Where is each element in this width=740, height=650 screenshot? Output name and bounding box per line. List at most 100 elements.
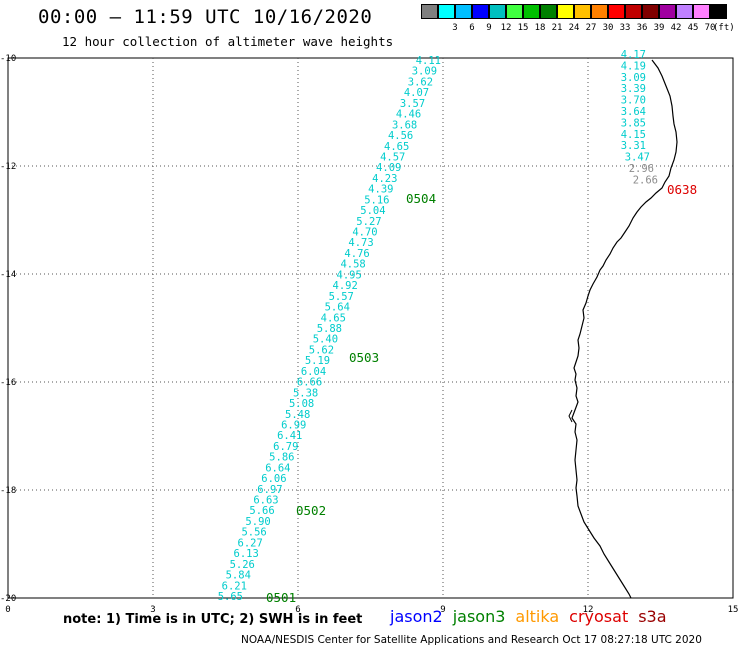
legend-label: 9 [486, 23, 492, 33]
swh-value: 3.64 [621, 106, 646, 118]
swh-value: 4.65 [321, 312, 346, 324]
swh-value: 5.48 [285, 409, 310, 421]
legend-swatch [506, 4, 523, 19]
swh-value: 6.41 [277, 430, 302, 442]
legend-label: 45 [687, 23, 699, 33]
swh-value: 6.27 [238, 537, 263, 549]
swh-value: 6.66 [297, 377, 322, 389]
swh-value: 4.17 [621, 49, 646, 61]
x-tick-label: 3 [150, 605, 155, 615]
legend-swatch [591, 4, 608, 19]
legend-label: 33 [619, 23, 631, 33]
y-tick-label: -12 [0, 162, 16, 172]
legend-unit: (ft) [713, 23, 735, 33]
legend-swatch [676, 4, 693, 19]
footer-note: note: 1) Time is in UTC; 2) SWH is in fe… [63, 612, 363, 627]
x-tick-label: 6 [295, 605, 300, 615]
swh-value: 5.86 [269, 452, 294, 464]
map-frame [7, 57, 734, 599]
legend-swatch [659, 4, 676, 19]
satellite-name: altika [515, 607, 560, 626]
swh-value: 5.08 [289, 398, 314, 410]
pass-label: 0504 [406, 191, 436, 206]
swh-value: 5.66 [249, 505, 274, 517]
swh-value: 4.11 [416, 55, 441, 67]
x-tick-label: 9 [440, 605, 445, 615]
swh-value: 4.09 [376, 162, 401, 174]
y-tick-label: -20 [0, 594, 16, 604]
legend-swatch [438, 4, 455, 19]
legend-label: 6 [469, 23, 475, 33]
swh-value: 5.19 [305, 355, 330, 367]
map-subtitle: 12 hour collection of altimeter wave hei… [62, 34, 394, 49]
satellite-legend: jason2 jason3 altika cryosat s3a [390, 607, 677, 626]
axis-ticks: 0 3 6 9 12 15 -10 -12 -14 -16 -18 -20 [0, 54, 738, 615]
swh-value: 4.15 [621, 129, 646, 141]
legend-swatch [625, 4, 642, 19]
swh-value: 3.47 [625, 152, 650, 164]
swh-value: 4.92 [333, 280, 358, 292]
legend-swatch [642, 4, 659, 19]
swh-value: 6.06 [261, 473, 286, 485]
y-tick-label: -18 [0, 486, 16, 496]
legend-label: 3 [452, 23, 458, 33]
pass-label: 0501 [266, 590, 296, 605]
swh-value: 5.16 [364, 194, 389, 206]
coastline [571, 59, 678, 599]
swh-value: 4.65 [384, 141, 409, 153]
swh-value: 6.99 [281, 419, 306, 431]
swh-track-jason3: 4.113.093.624.073.574.463.684.564.654.57… [218, 55, 441, 603]
legend-swatch [710, 4, 727, 19]
swh-value: 6.13 [234, 548, 259, 560]
swh-value: 5.65 [218, 591, 243, 603]
swh-value: 5.88 [317, 323, 342, 335]
swh-value: 4.58 [340, 259, 365, 271]
legend-label: 70 [704, 23, 716, 33]
y-tick-label: -10 [0, 54, 16, 64]
swh-value: 2.96 [629, 163, 654, 175]
swh-value: 4.07 [404, 87, 429, 99]
swh-value: 5.84 [226, 570, 251, 582]
swh-value: 6.79 [273, 441, 298, 453]
legend-label: 30 [602, 23, 614, 33]
swh-value: 5.40 [313, 334, 338, 346]
swh-track-cryosat: 4.174.193.093.393.703.643.854.153.313.47… [621, 49, 658, 186]
footer-credit: NOAA/NESDIS Center for Satellite Applica… [241, 634, 702, 646]
pass-label: 0638 [667, 182, 697, 197]
swh-value: 3.31 [621, 140, 646, 152]
swh-value: 5.56 [241, 527, 266, 539]
legend-swatch [421, 4, 438, 19]
legend-label: 15 [517, 23, 529, 33]
swh-value: 6.63 [253, 495, 278, 507]
swh-value: 3.85 [621, 117, 646, 129]
pass-labels: 0501 0502 0503 0504 0638 [266, 182, 697, 605]
swh-value: 4.19 [621, 60, 646, 72]
legend-swatch [608, 4, 625, 19]
legend-label: 42 [670, 23, 682, 33]
legend-label: 21 [551, 23, 563, 33]
wave-height-color-legend: 3 6 9 12 15 18 21 24 27 30 33 36 39 42 45 70 (ft) [421, 4, 740, 38]
legend-label: 27 [585, 23, 597, 33]
swh-value: 6.21 [222, 580, 247, 592]
legend-swatch [523, 4, 540, 19]
legend-swatch [557, 4, 574, 19]
swh-value: 4.57 [380, 151, 405, 163]
swh-value: 3.62 [408, 76, 433, 88]
swh-value: 4.73 [348, 237, 373, 249]
x-tick-label: 15 [728, 605, 739, 615]
swh-value: 4.39 [368, 184, 393, 196]
swh-value: 6.64 [265, 462, 290, 474]
satellite-name: cryosat [569, 607, 629, 626]
legend-swatch [455, 4, 472, 19]
legend-label: 24 [568, 23, 580, 33]
grid-lines [8, 58, 733, 598]
swh-value: 6.97 [257, 484, 282, 496]
swh-value: 5.26 [230, 559, 255, 571]
swh-value: 3.09 [621, 72, 646, 84]
swh-value: 3.09 [412, 66, 437, 78]
pass-label: 0502 [296, 503, 326, 518]
swh-value: 5.64 [325, 302, 350, 314]
satellite-name: jason2 [390, 607, 443, 626]
swh-value: 2.66 [633, 174, 658, 186]
